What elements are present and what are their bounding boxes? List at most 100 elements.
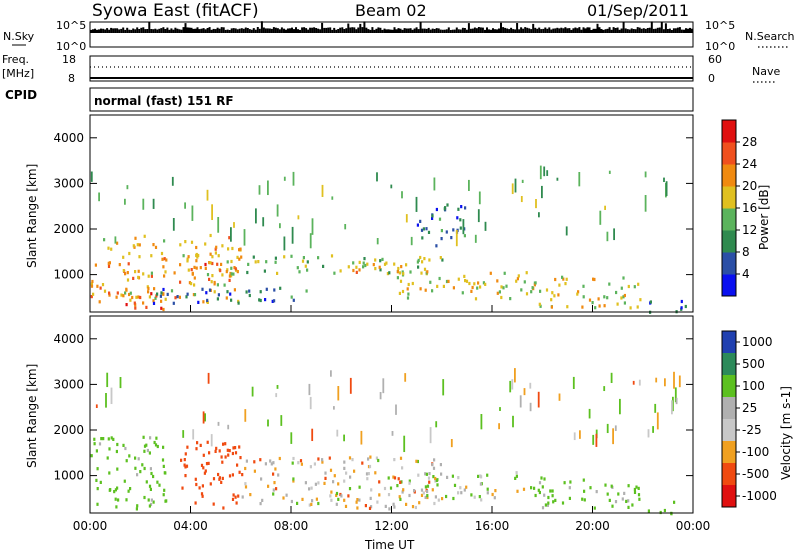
- echo-cell: [422, 491, 425, 495]
- echo-cell: [246, 270, 249, 275]
- echo-cell: [212, 502, 215, 506]
- echo-cell: [274, 260, 277, 264]
- echo-cell: [419, 287, 422, 291]
- echo-cell: [193, 276, 196, 280]
- echo-cell: [226, 260, 229, 264]
- nsky-bar: [488, 29, 490, 33]
- nsky-bar: [339, 27, 342, 33]
- echo-cell: [292, 298, 295, 302]
- echo-cell: [196, 255, 199, 259]
- echo-cell: [180, 458, 183, 462]
- echo-cell: [191, 272, 194, 276]
- nsky-bar: [154, 28, 157, 33]
- nsky-bar: [528, 28, 531, 33]
- echo-cell: [355, 500, 358, 504]
- echo-cell: [404, 373, 407, 382]
- nsky-bar: [540, 29, 543, 33]
- echo-cell: [96, 467, 99, 471]
- nsky-bar: [351, 27, 354, 33]
- echo-cell: [247, 262, 250, 266]
- echo-cell: [523, 280, 526, 284]
- echo-cell: [126, 185, 129, 190]
- echo-cell: [597, 297, 600, 301]
- echo-cell: [408, 493, 411, 498]
- echo-cell: [195, 252, 198, 257]
- echo-cell: [573, 432, 576, 441]
- echo-cell: [568, 486, 571, 490]
- echo-cell: [439, 256, 442, 260]
- nsky-bar: [122, 27, 125, 33]
- nsky-bar: [331, 29, 334, 33]
- echo-cell: [374, 267, 377, 271]
- nsky-bar: [325, 27, 328, 33]
- echo-cell: [179, 263, 182, 267]
- echo-cell: [330, 498, 333, 502]
- echo-cell: [583, 498, 586, 502]
- echo-cell: [424, 495, 427, 499]
- nsky-bar: [534, 27, 537, 33]
- nsky-bar: [634, 29, 637, 33]
- echo-cell: [473, 495, 476, 499]
- nsky-bar: [166, 27, 169, 33]
- echo-cell: [391, 431, 394, 436]
- echo-cell: [332, 480, 335, 484]
- echo-cell: [414, 505, 417, 510]
- echo-cell: [480, 414, 483, 430]
- echo-cell: [553, 294, 556, 298]
- echo-cell: [218, 476, 221, 480]
- echo-cell: [376, 172, 378, 182]
- echo-cell: [190, 268, 193, 272]
- echo-cell: [614, 425, 617, 431]
- nsky-bar: [417, 29, 420, 33]
- echo-cell: [131, 295, 134, 300]
- nsky-bar: [359, 23, 362, 33]
- nsky-bar: [214, 29, 217, 33]
- y-tick-label: 2000: [53, 222, 84, 236]
- echo-cell: [673, 500, 676, 504]
- nsky-bar: [636, 27, 639, 33]
- nsky-bar: [230, 28, 233, 33]
- echo-cell: [185, 464, 189, 468]
- echo-cell: [190, 282, 193, 286]
- nsky-bar: [610, 29, 613, 33]
- nsky-bar: [164, 29, 167, 33]
- echo-cell: [468, 281, 471, 286]
- echo-cell: [525, 271, 528, 275]
- echo-cell: [431, 214, 434, 218]
- echo-cell: [330, 490, 333, 494]
- colorbar-swatch: [722, 274, 736, 297]
- echo-cell: [211, 255, 214, 259]
- echo-cell: [588, 408, 591, 419]
- nsky-bar: [496, 29, 498, 33]
- nave-tick-low: 0: [708, 72, 715, 85]
- echo-cell: [463, 488, 466, 492]
- x-tick-label: 04:00: [173, 519, 208, 533]
- echo-cell: [478, 495, 481, 499]
- echo-cell: [282, 496, 285, 500]
- echo-cell: [199, 266, 202, 270]
- nsky-bar: [134, 29, 137, 33]
- echo-cell: [431, 289, 434, 293]
- echo-cell: [374, 258, 377, 262]
- echo-cell: [148, 504, 151, 508]
- echo-cell: [279, 286, 282, 290]
- nsky-bar: [419, 21, 422, 33]
- echo-cell: [194, 501, 197, 505]
- nsky-bar: [415, 27, 418, 33]
- nsky-bar: [586, 27, 589, 33]
- echo-cell: [163, 239, 166, 243]
- nsky-bar: [242, 28, 245, 33]
- echo-cell: [232, 493, 235, 497]
- echo-cell: [656, 412, 659, 430]
- echo-cell: [415, 196, 418, 212]
- nsky-bar: [150, 29, 153, 33]
- echo-cell: [187, 255, 190, 259]
- nsky-bar: [477, 27, 480, 33]
- echo-cell: [370, 505, 373, 509]
- echo-cell: [381, 257, 384, 261]
- echo-cell: [186, 445, 189, 449]
- echo-cell: [525, 292, 529, 296]
- echo-cell: [232, 272, 235, 276]
- echo-cell: [155, 436, 158, 440]
- echo-cell: [457, 491, 460, 495]
